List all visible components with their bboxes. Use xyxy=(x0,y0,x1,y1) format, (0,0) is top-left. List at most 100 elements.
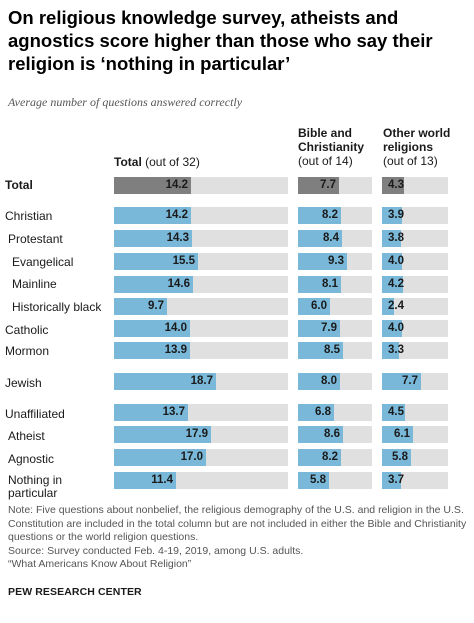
bar-total-mainline xyxy=(114,276,193,293)
data-label-bible-historically-black: 6.0 xyxy=(311,300,327,312)
data-label-world-mainline: 4.2 xyxy=(388,278,404,290)
data-label-total-mainline: 14.6 xyxy=(167,278,190,290)
data-label-world-protestant: 3.8 xyxy=(388,232,404,244)
chart-title: On religious knowledge survey, atheists … xyxy=(8,7,433,74)
data-label-total-christian: 14.2 xyxy=(165,209,188,221)
bar-total-unaffiliated xyxy=(114,404,188,421)
chart-notes: Note: Five questions about nonbelief, th… xyxy=(8,504,470,572)
data-label-bible-evangelical: 9.3 xyxy=(328,255,344,267)
bar-track-world-historically-black xyxy=(382,298,448,315)
column-header-total: Total (out of 32) xyxy=(114,155,200,169)
data-label-world-jewish: 7.7 xyxy=(402,375,418,387)
bar-world-evangelical xyxy=(382,253,402,270)
bar-total-catholic xyxy=(114,320,190,337)
source-text: Source: Survey conducted Feb. 4-19, 2019… xyxy=(8,544,304,557)
bar-total-jewish xyxy=(114,373,216,390)
bar-total-total xyxy=(114,177,191,194)
bar-world-mormon xyxy=(382,342,399,359)
report-title: “What Americans Know About Religion” xyxy=(8,558,192,570)
column-header-world: Other world religions (out of 13) xyxy=(383,126,450,168)
bar-bible-christian xyxy=(298,207,341,224)
row-label-mainline: Mainline xyxy=(12,277,57,291)
data-label-world-atheist: 6.1 xyxy=(394,428,410,440)
bar-bible-unaffiliated xyxy=(298,404,334,421)
data-label-bible-protestant: 8.4 xyxy=(323,232,339,244)
bar-total-protestant xyxy=(114,230,192,247)
bar-world-agnostic xyxy=(382,449,411,466)
bar-total-christian xyxy=(114,207,191,224)
data-label-total-nothing-in-particular: 11.4 xyxy=(151,474,173,486)
column-header-world-sub: (out of 13) xyxy=(383,154,438,168)
bar-bible-total xyxy=(298,177,339,194)
row-label-jewish: Jewish xyxy=(5,376,42,390)
bar-bible-nothing-in-particular xyxy=(298,472,329,489)
data-label-bible-jewish: 8.0 xyxy=(321,375,337,387)
data-label-bible-unaffiliated: 6.8 xyxy=(315,406,331,418)
data-label-bible-agnostic: 8.2 xyxy=(322,451,338,463)
bar-world-mainline xyxy=(382,276,403,293)
data-label-world-mormon: 3.3 xyxy=(388,344,404,356)
row-label-nothing-in-particular-line1: Nothing in xyxy=(8,473,63,487)
bar-world-unaffiliated xyxy=(382,404,405,421)
data-label-bible-total: 7.7 xyxy=(320,179,336,191)
chart-subtitle: Average number of questions answered cor… xyxy=(8,95,243,109)
data-label-world-nothing-in-particular: 3.7 xyxy=(388,474,404,486)
bar-world-jewish xyxy=(382,373,421,390)
bar-bible-jewish xyxy=(298,373,340,390)
bar-bible-catholic xyxy=(298,320,340,337)
row-label-catholic: Catholic xyxy=(5,323,49,337)
data-label-total-protestant: 14.3 xyxy=(166,232,189,244)
data-label-bible-catholic: 7.9 xyxy=(321,322,337,334)
data-label-world-christian: 3.9 xyxy=(388,209,404,221)
row-label-nothing-in-particular-line2: particular xyxy=(8,486,58,500)
bar-world-christian xyxy=(382,207,402,224)
column-header-world-line2: religions xyxy=(383,140,434,154)
bar-total-atheist xyxy=(114,426,211,443)
bar-world-historically-black xyxy=(382,298,394,315)
column-header-world-line1: Other world xyxy=(383,126,451,140)
bar-total-historically-black xyxy=(114,298,167,315)
bar-bible-mainline xyxy=(298,276,341,293)
bar-world-protestant xyxy=(382,230,401,247)
row-label-protestant: Protestant xyxy=(8,232,63,246)
row-label-total: Total xyxy=(5,178,33,192)
row-label-agnostic: Agnostic xyxy=(8,452,55,466)
bar-total-agnostic xyxy=(114,449,206,466)
brand-logo-text: PEW RESEARCH CENTER xyxy=(8,586,142,598)
bar-total-evangelical xyxy=(114,253,198,270)
column-header-bible-line2: Christianity xyxy=(298,140,365,154)
bar-world-nothing-in-particular xyxy=(382,472,401,489)
data-label-total-mormon: 13.9 xyxy=(164,344,187,356)
column-header-bible-sub: (out of 14) xyxy=(298,154,353,168)
bar-world-total xyxy=(382,177,404,194)
column-header-bible: Bible and Christianity (out of 14) xyxy=(298,126,364,168)
data-label-world-catholic: 4.0 xyxy=(388,322,404,334)
data-label-total-jewish: 18.7 xyxy=(190,375,213,387)
data-label-bible-mormon: 8.5 xyxy=(324,344,340,356)
row-label-christian: Christian xyxy=(5,209,53,223)
bar-bible-agnostic xyxy=(298,449,341,466)
column-header-bible-line1: Bible and xyxy=(298,126,353,140)
data-label-total-catholic: 14.0 xyxy=(164,322,187,334)
data-label-world-evangelical: 4.0 xyxy=(388,255,404,267)
row-label-unaffiliated: Unaffiliated xyxy=(5,407,65,421)
row-label-evangelical: Evangelical xyxy=(12,255,74,269)
row-label-atheist: Atheist xyxy=(8,429,45,443)
data-label-bible-atheist: 8.6 xyxy=(324,428,340,440)
data-label-total-total: 14.2 xyxy=(165,179,188,191)
data-label-total-atheist: 17.9 xyxy=(185,428,208,440)
row-label-mormon: Mormon xyxy=(5,344,50,358)
data-label-total-agnostic: 17.0 xyxy=(180,451,203,463)
bar-bible-protestant xyxy=(298,230,342,247)
data-label-total-evangelical: 15.5 xyxy=(172,255,195,267)
data-label-world-unaffiliated: 4.5 xyxy=(388,406,404,418)
data-label-total-historically-black: 9.7 xyxy=(148,300,164,312)
bar-world-atheist xyxy=(382,426,413,443)
data-label-bible-christian: 8.2 xyxy=(322,209,338,221)
data-label-bible-mainline: 8.1 xyxy=(322,278,338,290)
bar-bible-historically-black xyxy=(298,298,330,315)
column-header-total-label: Total xyxy=(114,155,142,169)
bar-world-catholic xyxy=(382,320,402,337)
bar-total-mormon xyxy=(114,342,190,359)
bar-total-nothing-in-particular xyxy=(114,472,176,489)
